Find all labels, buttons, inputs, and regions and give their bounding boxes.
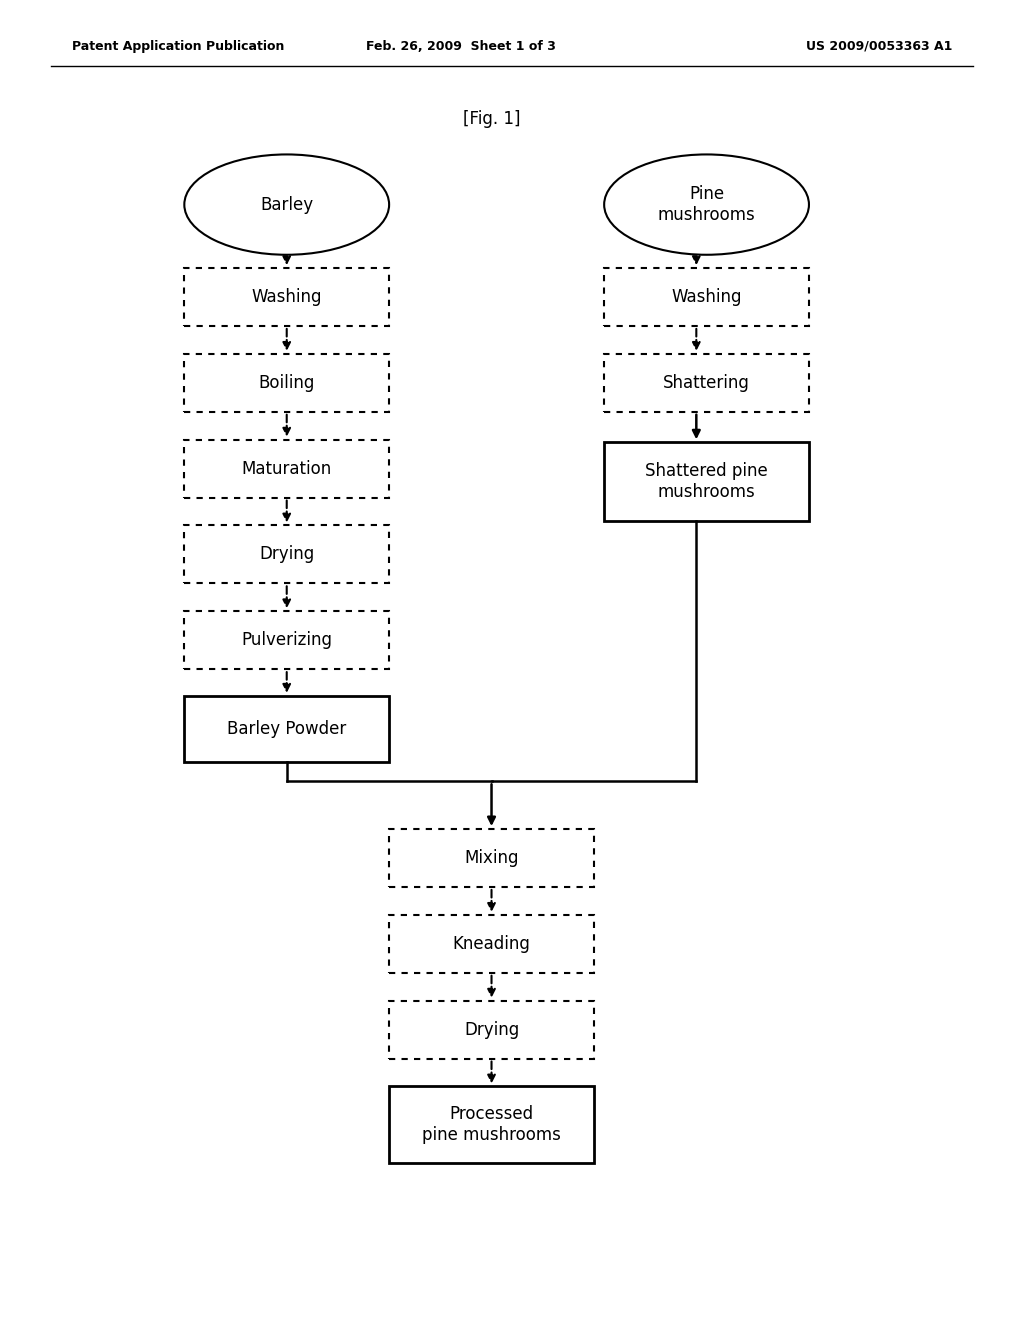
Ellipse shape <box>604 154 809 255</box>
Text: Maturation: Maturation <box>242 459 332 478</box>
Text: Barley: Barley <box>260 195 313 214</box>
FancyBboxPatch shape <box>604 442 809 521</box>
Text: Barley Powder: Barley Powder <box>227 719 346 738</box>
FancyBboxPatch shape <box>184 696 389 762</box>
Text: Processed
pine mushrooms: Processed pine mushrooms <box>422 1105 561 1144</box>
FancyBboxPatch shape <box>604 354 809 412</box>
FancyBboxPatch shape <box>389 1001 594 1059</box>
FancyBboxPatch shape <box>389 1086 594 1163</box>
Text: [Fig. 1]: [Fig. 1] <box>463 110 520 128</box>
Text: Pine
mushrooms: Pine mushrooms <box>657 185 756 224</box>
Text: US 2009/0053363 A1: US 2009/0053363 A1 <box>806 40 952 53</box>
Text: Kneading: Kneading <box>453 935 530 953</box>
Text: Feb. 26, 2009  Sheet 1 of 3: Feb. 26, 2009 Sheet 1 of 3 <box>366 40 556 53</box>
Text: Boiling: Boiling <box>258 374 315 392</box>
Text: Shattered pine
mushrooms: Shattered pine mushrooms <box>645 462 768 502</box>
Text: Pulverizing: Pulverizing <box>242 631 332 649</box>
Text: Shattering: Shattering <box>664 374 750 392</box>
Text: Mixing: Mixing <box>464 849 519 867</box>
FancyBboxPatch shape <box>389 915 594 973</box>
FancyBboxPatch shape <box>389 829 594 887</box>
Ellipse shape <box>184 154 389 255</box>
FancyBboxPatch shape <box>184 525 389 583</box>
FancyBboxPatch shape <box>184 440 389 498</box>
FancyBboxPatch shape <box>184 354 389 412</box>
Text: Patent Application Publication: Patent Application Publication <box>72 40 284 53</box>
Text: Drying: Drying <box>464 1020 519 1039</box>
FancyBboxPatch shape <box>184 611 389 669</box>
FancyBboxPatch shape <box>184 268 389 326</box>
FancyBboxPatch shape <box>604 268 809 326</box>
Text: Washing: Washing <box>672 288 741 306</box>
Text: Washing: Washing <box>252 288 322 306</box>
Text: Drying: Drying <box>259 545 314 564</box>
